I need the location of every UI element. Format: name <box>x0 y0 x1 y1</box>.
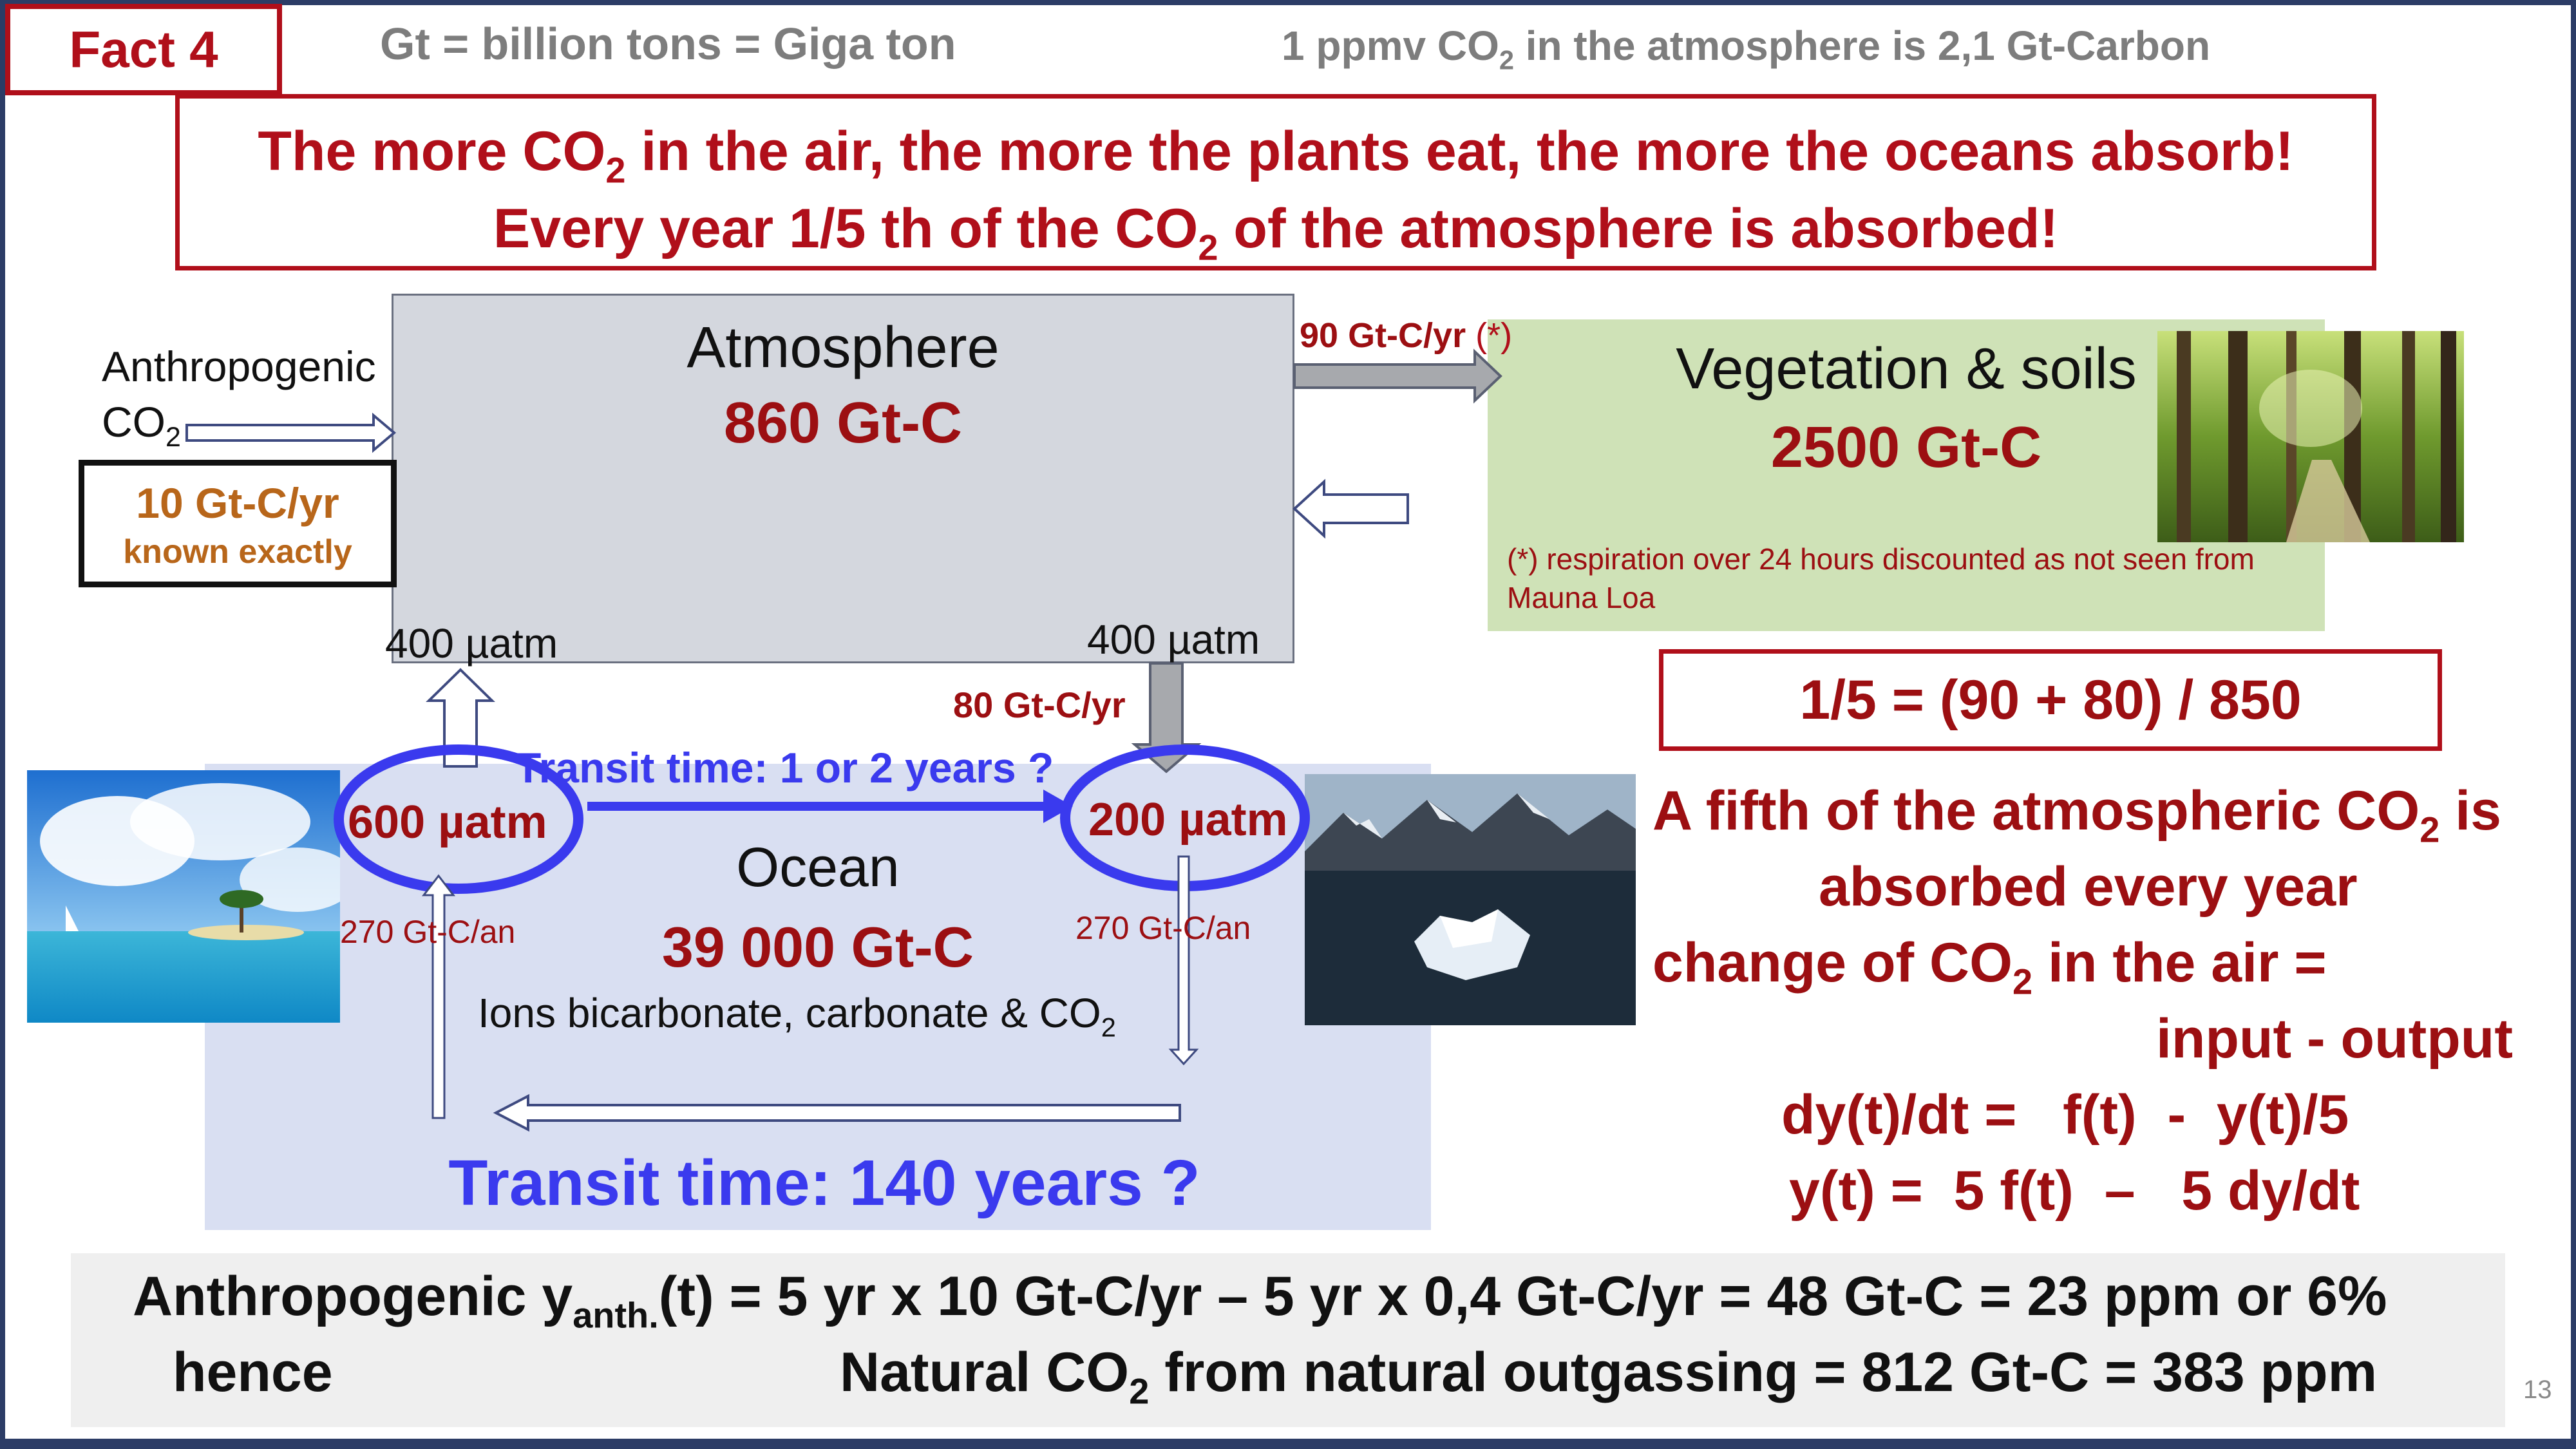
footer-line-2-suffix: from natural outgassing = 812 Gt-C = 383… <box>1149 1341 2378 1403</box>
ratio-box: 1/5 = (90 + 80) / 850 <box>1659 649 2442 751</box>
left-pressure-label: 600 µatm <box>348 797 547 848</box>
ppmv-note-prefix: 1 ppmv CO <box>1282 23 1499 69</box>
ratio-text: 1/5 = (90 + 80) / 850 <box>1799 669 2302 731</box>
left-pressure-ellipse <box>334 744 583 894</box>
right-flux-label: 270 Gt-C/an <box>1075 910 1251 946</box>
ocean-ions-prefix: Ions bicarbonate, carbonate & CO <box>478 990 1101 1036</box>
vegetation-footnote: (*) respiration over 24 hours discounted… <box>1507 542 2255 614</box>
anthropogenic-co-subscript: 2 <box>166 422 181 453</box>
anthropogenic-arrow <box>185 412 397 453</box>
atmosphere-left-pressure: 400 µatm <box>385 620 558 667</box>
anthropogenic-note: known exactly <box>123 533 352 571</box>
fifth-line: A fifth of the atmospheric CO2 is <box>1653 773 2554 849</box>
diff-eq-line: dy(t)/dt = f(t) - y(t)/5 <box>1781 1084 2349 1146</box>
footer-line-1-subscript: anth. <box>573 1294 659 1336</box>
footer-line-1-suffix: (t) = 5 yr x 10 Gt-C/yr – 5 yr x 0,4 Gt-… <box>658 1265 2387 1327</box>
anthropogenic-co: CO <box>102 398 166 446</box>
change-suffix: in the air = <box>2032 932 2327 994</box>
anthropogenic-rate: 10 Gt-C/yr <box>136 479 339 527</box>
atmosphere-title: Atmosphere <box>687 316 999 380</box>
ppmv-note: 1 ppmv CO2 in the atmosphere is 2,1 Gt-C… <box>1282 22 2211 73</box>
headline-line-2-suffix: of the atmosphere is absorbed! <box>1218 198 2059 260</box>
headline-line-2-prefix: Every year 1/5 th of the CO <box>493 198 1198 260</box>
slide-frame-right <box>2571 0 2576 1449</box>
atmosphere-box: Atmosphere 860 Gt-C <box>392 294 1294 663</box>
ocean-ions: Ions bicarbonate, carbonate & CO2 <box>478 989 1116 1041</box>
gt-definition: Gt = billion tons = Giga ton <box>380 19 956 69</box>
forest-illustration <box>2157 331 2464 542</box>
footer-line-2-subscript: 2 <box>1129 1370 1150 1412</box>
fifth-subscript: 2 <box>2420 809 2440 850</box>
fact-label-box: Fact 4 <box>5 4 282 95</box>
slide-frame-bottom <box>0 1439 2576 1449</box>
slide-frame-left <box>0 0 5 1449</box>
footer-line-1: Anthropogenic yanth.(t) = 5 yr x 10 Gt-C… <box>133 1265 2387 1333</box>
footer-line-2-prefix: Natural CO <box>840 1341 1130 1403</box>
ppmv-note-subscript: 2 <box>1499 44 1514 75</box>
headline-line-1: The more CO2 in the air, the more the pl… <box>180 113 2372 190</box>
tropical-island-illustration <box>27 770 340 1023</box>
arctic-ocean-image <box>1305 774 1636 1025</box>
footer-line-2: Natural CO2 from natural outgassing = 81… <box>840 1341 2378 1409</box>
solution-line: y(t) = 5 f(t) – 5 dy/dt <box>1789 1160 2360 1222</box>
footer-hence: hence <box>173 1341 333 1403</box>
tropical-ocean-image <box>27 770 340 1023</box>
ocean-ions-subscript: 2 <box>1101 1012 1116 1043</box>
headline-line-2-subscript: 2 <box>1198 227 1218 268</box>
input-output-line: input - output <box>2156 1008 2513 1070</box>
headline-line-1-subscript: 2 <box>605 149 626 191</box>
vegetation-to-atmosphere-arrow <box>1293 478 1409 539</box>
iceberg-illustration <box>1305 774 1636 1025</box>
anthropogenic-rate-box: 10 Gt-C/yr known exactly <box>79 460 397 587</box>
footer-panel <box>71 1253 2505 1427</box>
fifth-suffix: is <box>2439 780 2501 842</box>
headline-line-2: Every year 1/5 th of the CO2 of the atmo… <box>180 190 2372 267</box>
ocean-amount: 39 000 Gt-C <box>661 915 974 979</box>
atmosphere-amount: 860 Gt-C <box>723 391 963 455</box>
absorbed-line: absorbed every year <box>1819 856 2358 918</box>
fact-label: Fact 4 <box>69 21 218 78</box>
forest-image <box>2157 331 2464 542</box>
left-flux-label: 270 Gt-C/an <box>340 914 516 950</box>
change-prefix: change of CO <box>1653 932 2013 994</box>
transit-arrow-head <box>1043 790 1073 823</box>
change-line: change of CO2 in the air = <box>1653 925 2554 1001</box>
transit-short-label: Transit time: 1 or 2 years ? <box>515 744 1054 791</box>
fifth-prefix: A fifth of the atmospheric CO <box>1653 780 2420 842</box>
equations-block: A fifth of the atmospheric CO2 is absorb… <box>1653 773 2554 1229</box>
vegetation-amount: 2500 Gt-C <box>1770 415 2042 480</box>
ocean-down-flow: 80 Gt-C/yr <box>953 685 1126 725</box>
ppmv-note-suffix: in the atmosphere is 2,1 Gt-Carbon <box>1513 23 2211 69</box>
vegetation-flow-value: 90 Gt-C/yr <box>1300 316 1466 355</box>
ocean-right-down-arrow <box>1168 855 1199 1066</box>
transit-long-label: Transit time: 140 years ? <box>448 1147 1200 1219</box>
headline-box: The more CO2 in the air, the more the pl… <box>175 94 2376 270</box>
atmosphere-to-vegetation-arrow <box>1293 348 1502 404</box>
footer-line-1-prefix: Anthropogenic y <box>133 1265 573 1327</box>
ocean-title: Ocean <box>736 837 900 898</box>
headline-line-1-suffix: in the air, the more the plants eat, the… <box>625 120 2294 182</box>
vegetation-flow-mark: (*) <box>1475 316 1513 355</box>
ocean-bottom-return-arrow <box>493 1094 1181 1132</box>
slide-frame-top <box>0 0 2576 5</box>
ocean-left-up-arrow <box>421 874 456 1119</box>
atmosphere-right-pressure: 400 µatm <box>1087 616 1260 663</box>
change-subscript: 2 <box>2012 961 2033 1002</box>
right-pressure-label: 200 µatm <box>1088 794 1288 846</box>
headline-line-1-prefix: The more CO <box>258 120 606 182</box>
slide-number: 13 <box>2523 1376 2552 1404</box>
anthropogenic-label-line2: CO2 <box>102 394 376 453</box>
ocean-panel <box>205 764 1431 1230</box>
atmosphere-to-ocean-arrow <box>1131 662 1202 773</box>
vegetation-title: Vegetation & soils <box>1676 337 2137 401</box>
vegetation-flow-label: 90 Gt-C/yr (*) <box>1300 316 1512 355</box>
anthropogenic-label: Anthropogenic CO2 <box>102 339 376 453</box>
anthropogenic-label-line1: Anthropogenic <box>102 343 376 390</box>
